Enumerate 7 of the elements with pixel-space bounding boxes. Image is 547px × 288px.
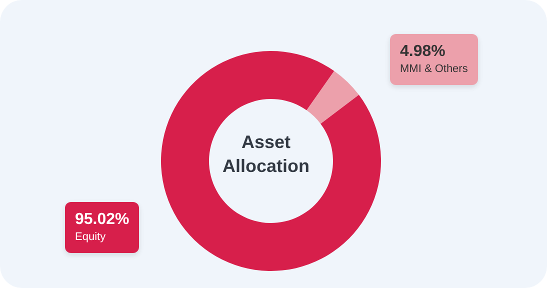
data-label: 95.02% xyxy=(75,210,130,230)
data-label: 4.98% xyxy=(400,42,446,62)
text: Asset Allocation xyxy=(221,131,310,178)
donut-slice xyxy=(161,51,381,271)
slice-label: MMI & Others xyxy=(400,62,468,77)
slice-label: Equity xyxy=(75,230,107,245)
donut-slice xyxy=(306,70,359,124)
